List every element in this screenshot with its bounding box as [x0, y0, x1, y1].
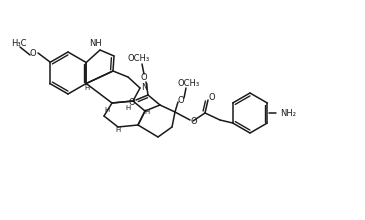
- Text: H: H: [145, 109, 150, 115]
- Text: NH₂: NH₂: [280, 108, 296, 117]
- Text: O: O: [129, 97, 135, 106]
- Text: H: H: [84, 85, 90, 91]
- Text: H: H: [115, 127, 120, 133]
- Text: H: H: [125, 105, 131, 111]
- Text: N: N: [141, 82, 147, 92]
- Text: O: O: [178, 95, 184, 104]
- Text: NH: NH: [89, 38, 101, 48]
- Text: H₃C: H₃C: [11, 38, 27, 48]
- Text: O: O: [209, 92, 215, 101]
- Text: O: O: [191, 117, 197, 125]
- Text: OCH₃: OCH₃: [178, 79, 200, 88]
- Text: H: H: [104, 107, 109, 113]
- Text: O: O: [30, 48, 36, 57]
- Text: O: O: [141, 73, 147, 81]
- Text: OCH₃: OCH₃: [128, 53, 150, 62]
